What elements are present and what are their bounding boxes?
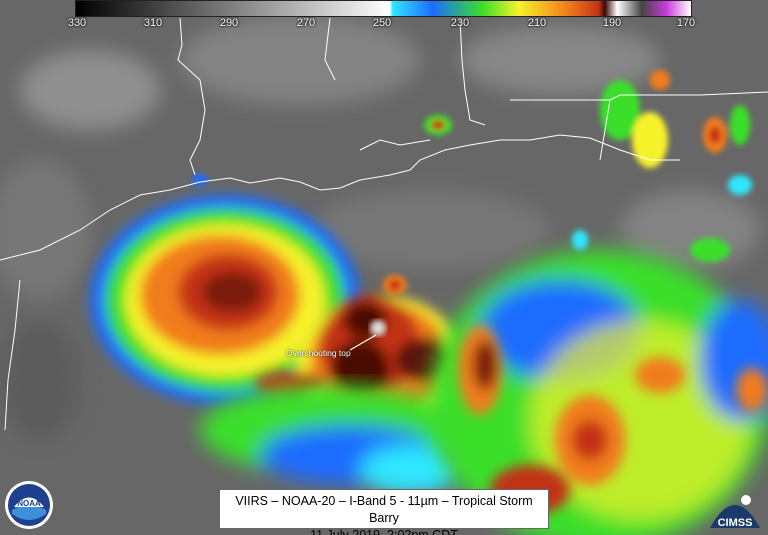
caption-date: 11 July 2019, 2:02pm CDT xyxy=(310,528,458,535)
annotation-pointer xyxy=(349,334,377,351)
noaa-logo-text: NOAA xyxy=(17,499,41,508)
colorbar-gradient xyxy=(76,1,691,16)
colorbar-tick: 330 xyxy=(67,17,87,29)
colorbar-tick: 190 xyxy=(602,17,622,29)
colorbar-tick: 230 xyxy=(450,17,470,29)
image-caption: VIIRS – NOAA-20 – I-Band 5 - 11µm – Trop… xyxy=(219,489,549,535)
cimss-logo-text: CIMSS xyxy=(718,517,753,529)
cimss-logo: CIMSS xyxy=(710,495,760,529)
noaa-logo: NOAA xyxy=(5,481,53,529)
colorbar-tick: 310 xyxy=(143,17,163,29)
colorbar-tick: 290 xyxy=(219,17,239,29)
temperature-colorbar xyxy=(75,0,692,17)
caption-title: VIIRS – NOAA-20 – I-Band 5 - 11µm – Trop… xyxy=(235,494,533,525)
colorbar-tick: 210 xyxy=(527,17,547,29)
overshooting-top-label: Overshooting top xyxy=(286,348,351,358)
colorbar-tick: 250 xyxy=(372,17,392,29)
colorbar-tick: 270 xyxy=(296,17,316,29)
colorbar-tick: 170 xyxy=(676,17,696,29)
